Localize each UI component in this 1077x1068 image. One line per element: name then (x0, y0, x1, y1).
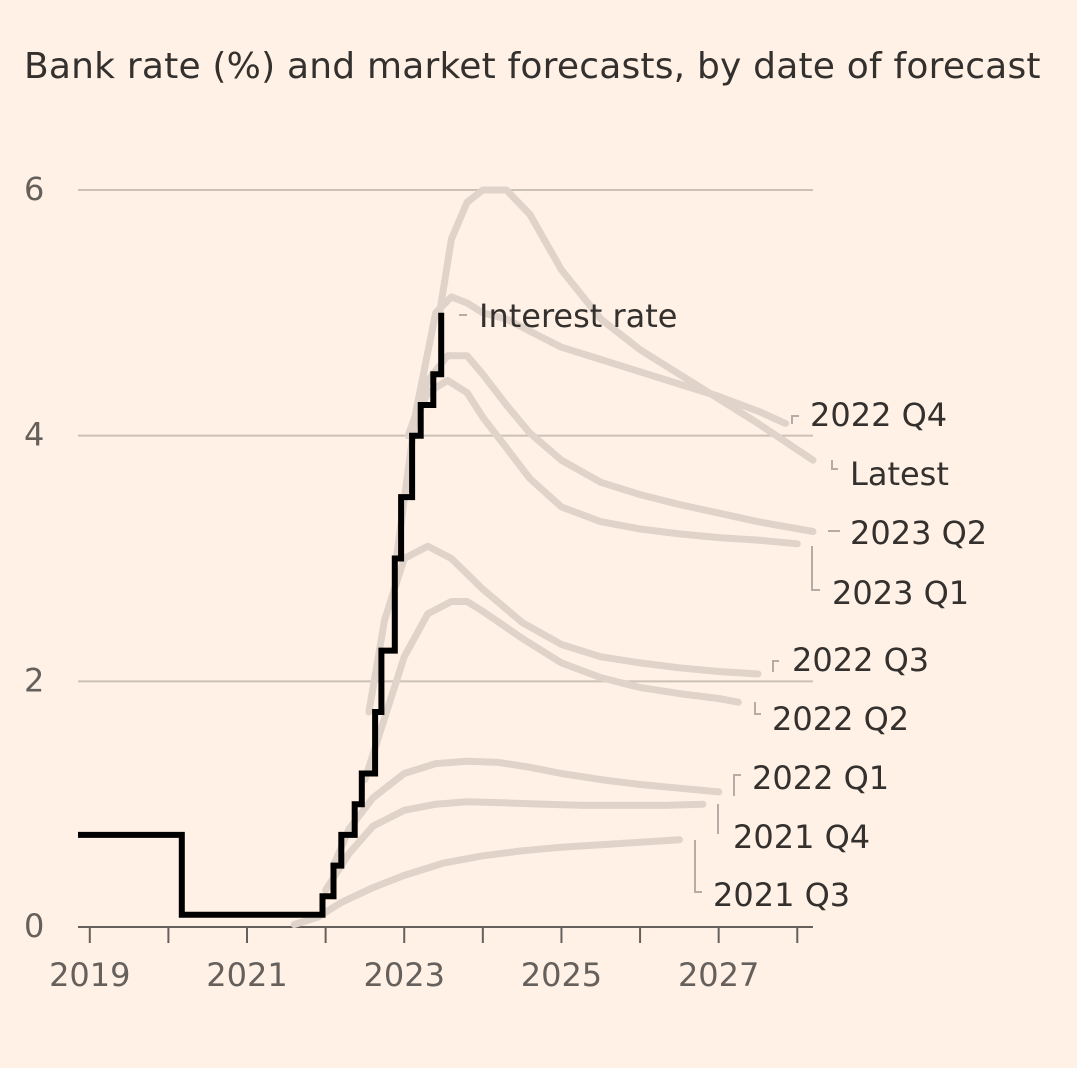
label-connector-2023-q1 (811, 546, 820, 591)
label-connector-2022-q4 (791, 415, 799, 424)
forecast-line-2023-q1 (404, 376, 801, 548)
forecast-line-2022-q3 (365, 542, 762, 716)
forecast-line-2021-q4 (322, 798, 707, 894)
label-connector-2021-q3 (694, 840, 702, 893)
series-label-2023-q2: 2023 Q2 (850, 514, 987, 552)
y-tick-label-6: 6 (24, 170, 44, 208)
x-axis: 2019 2021 2023 2025 2027 (49, 926, 813, 994)
chart-title: Bank rate (%) and market forecasts, by d… (24, 46, 1041, 87)
series-label-interest-rate: Interest rate (479, 297, 677, 335)
x-tick-label-2019: 2019 (49, 956, 130, 994)
series-label-2022-q1: 2022 Q1 (752, 759, 889, 797)
label-connector-2022-q1 (733, 774, 741, 796)
gridlines: 0 2 4 6 (24, 170, 813, 945)
x-tick-label-2027: 2027 (678, 956, 759, 994)
label-connector-2022-q3 (772, 660, 779, 672)
x-tick-label-2025: 2025 (521, 956, 602, 994)
interest-rate-line-group (78, 312, 445, 918)
y-tick-label-2: 2 (24, 661, 44, 699)
y-tick-label-4: 4 (24, 416, 44, 454)
forecast-line-2022-q1 (330, 757, 723, 870)
series-label-latest: Latest (850, 455, 949, 493)
series-labels: Interest rate 2022 Q4 Latest 2023 Q2 2023 Q1… (459, 297, 987, 914)
x-tick-label-2021: 2021 (206, 956, 287, 994)
x-tick-label-2023: 2023 (364, 956, 445, 994)
series-label-2023-q1: 2023 Q1 (832, 574, 969, 612)
series-label-2021-q3: 2021 Q3 (713, 876, 850, 914)
label-connector-2022-q2 (754, 702, 761, 715)
forecast-lines (290, 186, 817, 928)
forecast-line-2021-q3 (290, 836, 683, 928)
forecast-line-latest (436, 186, 817, 464)
series-label-2021-q4: 2021 Q4 (733, 818, 870, 856)
forecast-line-2023-q2 (404, 352, 817, 535)
forecast-line-2022-q2 (361, 598, 742, 784)
series-label-2022-q3: 2022 Q3 (792, 641, 929, 679)
label-connector-latest (831, 460, 838, 470)
series-label-2022-q4: 2022 Q4 (810, 396, 947, 434)
interest-rate-line (78, 312, 445, 918)
y-tick-label-0: 0 (24, 907, 44, 945)
series-label-2022-q2: 2022 Q2 (772, 700, 909, 738)
